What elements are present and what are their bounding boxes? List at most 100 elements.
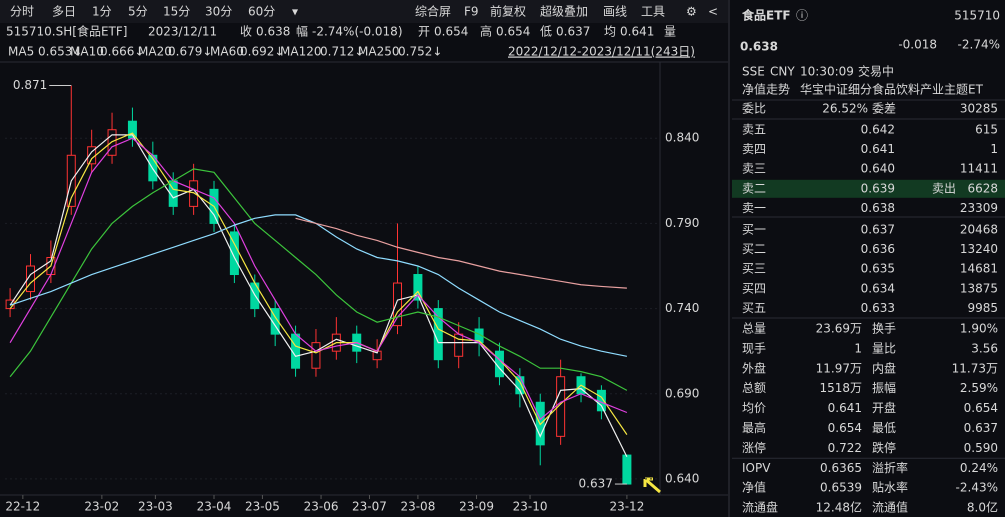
- toolbar-bg: [0, 0, 728, 23]
- stat-value: 0.24%: [960, 461, 998, 475]
- tool-button[interactable]: 超级叠加: [540, 4, 588, 19]
- x-tick-label: 23-06: [304, 500, 339, 514]
- book-price: 0.641: [861, 142, 895, 156]
- stat-value: 3.56: [971, 341, 998, 355]
- book-label: 买五: [742, 301, 766, 315]
- stat-label: 振幅: [872, 380, 896, 395]
- period-tab[interactable]: 1分: [92, 5, 112, 19]
- quote-value: 0.637: [556, 25, 590, 39]
- stat-value: 11.97万: [816, 361, 862, 375]
- candle-body: [25, 265, 35, 293]
- x-tick-label: 23-07: [352, 500, 387, 514]
- book-label: 买四: [742, 281, 766, 295]
- tool-button[interactable]: 工具: [641, 5, 665, 19]
- book-price: 0.642: [861, 123, 895, 137]
- stat-value: 11.73万: [952, 361, 998, 375]
- book-label: 卖三: [742, 162, 766, 176]
- quote-label: 均: [604, 25, 616, 39]
- tool-button[interactable]: F9: [464, 5, 479, 19]
- settings-icon[interactable]: ⚙: [686, 5, 697, 19]
- legend-name: MA60: [210, 45, 244, 59]
- candle-body: [229, 231, 239, 276]
- x-tick-label: 23-08: [400, 500, 435, 514]
- legend-value: 0.653↓: [38, 45, 82, 59]
- quote-label: 收: [240, 25, 252, 39]
- period-tab[interactable]: 分时: [10, 5, 34, 19]
- range-label[interactable]: 2022/12/12-2023/12/11(243日): [508, 45, 695, 59]
- highlight-row: [732, 179, 1005, 198]
- low-label: 0.637: [579, 477, 613, 491]
- tool-button[interactable]: 画线: [603, 5, 627, 19]
- stat-label: 量比: [872, 341, 896, 355]
- book-price: 0.635: [861, 262, 895, 276]
- candle-body: [622, 454, 632, 485]
- book-label: 买三: [742, 262, 766, 276]
- y-tick-label: 0.790: [665, 216, 699, 230]
- legend-name: MA120: [280, 45, 321, 59]
- period-tab[interactable]: 15分: [163, 5, 190, 19]
- dropdown-icon[interactable]: ▾: [292, 5, 298, 19]
- stat-label: 开盘: [872, 400, 896, 415]
- stat-label: 流通值: [872, 500, 908, 515]
- x-tick-label: 23-12: [609, 500, 644, 514]
- candle-body: [107, 129, 117, 156]
- period-tab[interactable]: 60分: [248, 5, 275, 19]
- x-tick-label: 23-05: [245, 500, 280, 514]
- stat-value: 0.590: [964, 441, 998, 455]
- stat-label: 跌停: [872, 440, 896, 455]
- row-value: 30285: [960, 102, 998, 116]
- collapse-icon[interactable]: <: [708, 5, 718, 19]
- book-volume: 20468: [960, 223, 998, 237]
- period-tab[interactable]: 多日: [52, 5, 76, 19]
- stat-value: 1.90%: [960, 322, 998, 336]
- book-price: 0.636: [861, 242, 895, 256]
- book-volume: 9985: [967, 301, 998, 315]
- row-label: 委差: [872, 102, 896, 116]
- legend-value: 0.679↓: [168, 45, 212, 59]
- stat-value: 0.722: [828, 441, 862, 455]
- quote-value: 0.654: [496, 25, 530, 39]
- candle-body: [270, 308, 280, 335]
- legend-value: 0.666↓: [100, 45, 144, 59]
- stat-value: 1: [854, 341, 862, 355]
- ma-line: [9, 132, 628, 435]
- stat-label: 换手: [872, 322, 896, 336]
- book-label: 买二: [742, 242, 766, 256]
- nav-link[interactable]: 净值走势: [742, 82, 790, 97]
- legend-name: MA10: [70, 45, 104, 59]
- legend-value: 0.712↓: [320, 45, 364, 59]
- stat-value: 23.69万: [816, 322, 862, 336]
- x-tick-label: 23-09: [459, 500, 494, 514]
- y-tick-label: 0.840: [665, 131, 699, 145]
- stat-value: 0.6365: [820, 461, 862, 475]
- book-volume: 14681: [960, 262, 998, 276]
- price-change: -0.018: [898, 38, 937, 52]
- tool-button[interactable]: 前复权: [490, 4, 526, 19]
- stat-label: 总额: [742, 381, 766, 395]
- book-label: 卖二: [742, 181, 766, 195]
- book-price: 0.638: [861, 201, 895, 215]
- book-volume: 11411: [960, 162, 998, 176]
- quote-value: 0.654: [434, 25, 468, 39]
- stat-label: 外盘: [742, 360, 766, 375]
- period-tab[interactable]: 30分: [205, 5, 232, 19]
- security-code: 515710.SH[食品ETF]: [6, 24, 127, 39]
- tool-button[interactable]: 综合屏: [415, 4, 451, 19]
- meta-info: CNY: [770, 65, 795, 79]
- book-volume: 6628: [967, 181, 998, 195]
- period-tab[interactable]: 5分: [128, 5, 148, 19]
- stat-label: IOPV: [742, 461, 771, 475]
- book-price: 0.640: [861, 162, 895, 176]
- legend-name: MA5: [8, 45, 34, 59]
- book-volume: 13875: [960, 281, 998, 295]
- info-icon[interactable]: ⓘ: [796, 9, 808, 23]
- book-label: 买一: [742, 223, 766, 237]
- quote-label: 量: [664, 25, 676, 39]
- x-tick-label: 23-02: [84, 500, 119, 514]
- stat-label: 涨停: [742, 440, 766, 455]
- security-code: 515710: [954, 9, 1000, 23]
- book-label: 卖一: [742, 201, 766, 215]
- stat-value: 0.654: [828, 421, 862, 435]
